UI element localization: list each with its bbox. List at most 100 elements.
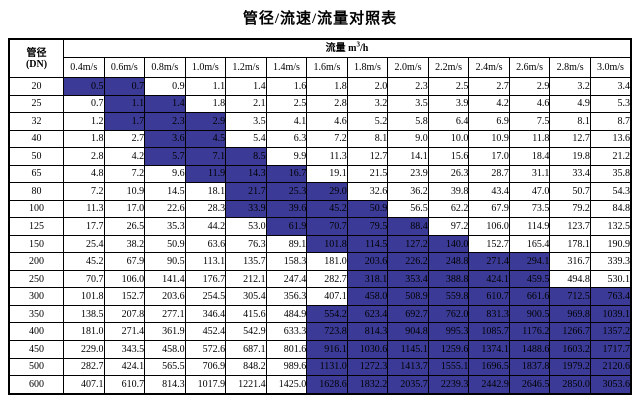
flow-value-cell: 181.0 — [63, 322, 105, 341]
flow-value-cell: 1017.9 — [184, 375, 227, 395]
pipe-diameter-unit: (DN) — [25, 58, 48, 70]
flow-value-cell: 70.7 — [63, 269, 105, 289]
velocity-header-cell: 2.6m/s — [508, 57, 551, 78]
flow-value-cell: 7.5 — [508, 112, 551, 131]
flow-value-cell: 969.8 — [549, 304, 591, 324]
velocity-header-row: 0.4m/s 0.6m/s 0.8m/s 1.0m/s 1.2m/s 1.4m/s 1.6m… — [9, 57, 632, 78]
dn-cell: 20 — [8, 77, 64, 96]
flow-value-cell: 36.2 — [387, 182, 429, 201]
flow-value-cell: 190.9 — [589, 234, 632, 254]
table-body: 20 0.5 0.7 0.9 1.1 1.4 1.6 1.8 2.0 2.3 2.5 2.7 2.9 3.… — [8, 77, 632, 395]
flow-value-cell: 79.2 — [549, 199, 591, 219]
table-row: 80 7.2 10.9 14.5 18.1 21.7 25.3 29.0 32.6 36.2 39.… — [8, 182, 632, 201]
flow-value-cell: 62.2 — [427, 199, 470, 219]
flow-value-cell: 1.8 — [63, 129, 105, 149]
velocity-header-cell: 3.0m/s — [589, 57, 632, 78]
table-row: 450 229.0 343.5 458.0 572.6 687.1 801.6 916.1 10… — [8, 339, 632, 359]
flow-value-cell: 181.0 — [306, 252, 348, 271]
flow-rate-label: 流量 m — [325, 43, 357, 54]
flow-value-cell: 2.0 — [346, 77, 389, 96]
flow-value-cell: 61.9 — [265, 217, 308, 236]
flow-value-cell: 2035.7 — [387, 375, 429, 395]
flow-value-cell: 361.9 — [144, 322, 186, 341]
flow-value-cell: 14.5 — [144, 182, 186, 201]
velocity-header-cell: 2.2m/s — [427, 57, 470, 78]
flow-value-cell: 127.2 — [387, 234, 429, 254]
flow-value-cell: 63.6 — [184, 234, 227, 254]
flow-rate-superscript: 3 — [356, 40, 361, 49]
dn-cell: 32 — [8, 112, 64, 131]
flow-value-cell: 554.2 — [306, 304, 348, 324]
flow-value-cell: 101.8 — [63, 287, 105, 306]
flow-value-cell: 152.7 — [468, 234, 510, 254]
flow-value-cell: 831.3 — [468, 304, 510, 324]
flow-value-cell: 21.5 — [346, 164, 389, 184]
flow-value-cell: 424.1 — [468, 269, 510, 289]
flow-value-cell: 904.8 — [387, 322, 429, 341]
flow-value-cell: 39.8 — [427, 182, 470, 201]
flow-value-cell: 45.2 — [306, 199, 348, 219]
flow-value-cell: 343.5 — [103, 339, 146, 359]
flow-value-cell: 97.2 — [427, 217, 470, 236]
flow-value-cell: 28.7 — [468, 164, 510, 184]
flow-value-cell: 388.8 — [427, 269, 470, 289]
flow-value-cell: 50.7 — [549, 182, 591, 201]
flow-value-cell: 138.5 — [63, 304, 105, 324]
flow-value-cell: 7.2 — [63, 182, 105, 201]
flow-value-cell: 7.1 — [184, 147, 227, 166]
flow-value-cell: 45.2 — [63, 252, 105, 271]
dn-cell: 600 — [8, 375, 64, 395]
flow-rate-header: 流量 m3/h — [63, 38, 632, 58]
flow-value-cell: 113.1 — [184, 252, 227, 271]
flow-value-cell: 50.9 — [144, 234, 186, 254]
flow-value-cell: 4.2 — [103, 147, 146, 166]
velocity-header-cell: 1.2m/s — [225, 57, 267, 78]
flow-value-cell: 53.0 — [225, 217, 267, 236]
flow-value-cell: 1374.1 — [468, 339, 510, 359]
flow-value-cell: 84.8 — [589, 199, 632, 219]
flow-value-cell: 814.3 — [144, 375, 186, 395]
flow-value-cell: 353.4 — [387, 269, 429, 289]
flow-value-cell: 305.4 — [225, 287, 267, 306]
flow-value-cell: 90.5 — [144, 252, 186, 271]
flow-value-cell: 687.1 — [225, 339, 267, 359]
flow-value-cell: 4.2 — [468, 94, 510, 114]
flow-value-cell: 2442.9 — [468, 375, 510, 395]
flow-value-cell: 407.1 — [306, 287, 348, 306]
flow-value-cell: 4.8 — [63, 164, 105, 184]
flow-value-cell: 424.1 — [103, 357, 146, 377]
flow-value-cell: 623.4 — [346, 304, 389, 324]
flow-value-cell: 9.6 — [144, 164, 186, 184]
flow-value-cell: 17.0 — [468, 147, 510, 166]
flow-value-cell: 508.9 — [387, 287, 429, 306]
flow-value-cell: 542.9 — [225, 322, 267, 341]
flow-value-cell: 1145.1 — [387, 339, 429, 359]
flow-value-cell: 1.1 — [184, 77, 227, 96]
flow-value-cell: 1.8 — [306, 77, 348, 96]
flow-value-cell: 633.3 — [265, 322, 308, 341]
flow-value-cell: 5.8 — [387, 112, 429, 131]
dn-cell: 350 — [8, 304, 64, 324]
flow-value-cell: 23.9 — [387, 164, 429, 184]
flow-value-cell: 1.4 — [225, 77, 267, 96]
flow-value-cell: 70.7 — [306, 217, 348, 236]
flow-value-cell: 407.1 — [63, 375, 105, 395]
flow-value-cell: 1979.2 — [549, 357, 591, 377]
velocity-header-cell: 0.6m/s — [103, 57, 146, 78]
flow-rate-unit: /h — [360, 43, 369, 54]
flow-value-cell: 4.9 — [549, 94, 591, 114]
flow-value-cell: 1266.7 — [549, 322, 591, 341]
flow-value-cell: 565.5 — [144, 357, 186, 377]
flow-value-cell: 207.8 — [103, 304, 146, 324]
flow-value-cell: 318.1 — [346, 269, 389, 289]
flow-value-cell: 6.9 — [468, 112, 510, 131]
flow-value-cell: 2.7 — [468, 77, 510, 96]
flow-value-cell: 6.3 — [265, 129, 308, 149]
table-row: 300 101.8 152.7 203.6 254.5 305.4 356.3 407.1 45… — [8, 287, 632, 306]
velocity-header-cell: 2.4m/s — [468, 57, 510, 78]
flow-value-cell: 10.9 — [103, 182, 146, 201]
flow-value-cell: 1.6 — [265, 77, 308, 96]
flow-value-cell: 11.3 — [306, 147, 348, 166]
dn-cell: 40 — [8, 129, 64, 149]
